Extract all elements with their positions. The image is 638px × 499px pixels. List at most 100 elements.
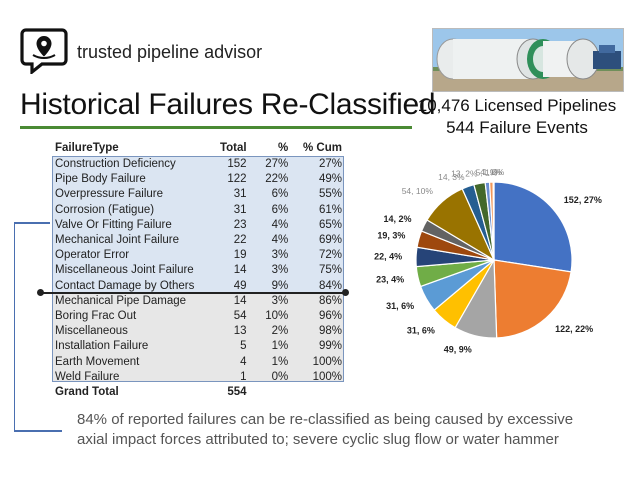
failure-type-cell: Operator Error [55, 249, 130, 262]
failure-type-cell: Earth Movement [55, 355, 140, 368]
summary-note: 84% of reported failures can be re-class… [77, 410, 617, 450]
pie-slice [493, 259, 572, 339]
reclassification-divider [40, 292, 346, 294]
total-cell: 49 [233, 279, 247, 292]
percent-cell: 1% [271, 355, 289, 368]
cum-percent-cell: 100% [312, 370, 342, 383]
title-underline [20, 126, 412, 129]
total-cell: 31 [233, 188, 247, 201]
cum-percent-cell: 86% [318, 294, 342, 307]
pie-data-label: 49, 9% [444, 344, 472, 354]
table-row: Mechanical Joint Failure 22 4% 69% [52, 233, 344, 248]
col-header-percent: % [278, 142, 289, 155]
total-cell: 31 [233, 203, 247, 216]
cum-percent-cell: 61% [318, 203, 342, 216]
percent-cell: 27% [265, 158, 289, 170]
table-row: Boring Frac Out 54 10% 96% [52, 309, 344, 324]
bracket-bottom-line [14, 430, 62, 432]
percent-cell: 6% [271, 203, 289, 216]
failure-type-cell: Construction Deficiency [55, 158, 176, 170]
pie-data-label: 54, 10% [402, 186, 434, 196]
pie-data-label: 13, 2% [451, 169, 478, 179]
table-header-row: FailureType Total % % Cum [52, 141, 344, 157]
pie-slice [492, 181, 495, 261]
cum-percent-cell: 99% [318, 340, 342, 353]
cum-percent-cell: 96% [318, 310, 342, 323]
cum-percent-cell: 100% [312, 355, 342, 368]
reclassified-highlight-band [52, 156, 344, 293]
total-cell: 1 [240, 370, 247, 383]
remaining-failures-band [52, 293, 344, 382]
table-row: Miscellaneous 13 2% 98% [52, 324, 344, 339]
failure-type-cell: Overpressure Failure [55, 188, 164, 201]
divider-right-dot [342, 289, 349, 296]
percent-cell: 22% [265, 173, 289, 186]
failure-table: FailureType Total % % Cum Construction D… [52, 141, 344, 400]
table-row: Operator Error 19 3% 72% [52, 248, 344, 263]
pie-data-label: 14, 3% [438, 172, 465, 182]
divider-left-dot [37, 289, 44, 296]
failure-events-stat: 544 Failure Events [446, 118, 588, 137]
bracket-top-line [14, 222, 50, 224]
percent-cell: 3% [271, 294, 289, 307]
col-header-cum-percent: % Cum [303, 142, 342, 155]
percent-cell: 9% [271, 279, 289, 292]
total-cell: 4 [240, 355, 247, 368]
failure-type-cell: Mechanical Pipe Damage [55, 294, 187, 307]
failure-type-cell: Corrosion (Fatigue) [55, 203, 155, 216]
total-cell: 14 [233, 264, 247, 277]
total-cell: 19 [233, 249, 247, 262]
cum-percent-cell: 75% [318, 264, 342, 277]
pie-data-label: 152, 27% [564, 195, 602, 205]
failure-type-cell: Boring Frac Out [55, 310, 137, 323]
slide-title: Historical Failures Re-Classified [20, 88, 436, 121]
grand-total-label: Grand Total [55, 386, 119, 399]
total-cell: 152 [227, 158, 247, 170]
table-row: Valve Or Fitting Failure 23 4% 65% [52, 218, 344, 233]
cum-percent-cell: 84% [318, 279, 342, 292]
table-row: Overpressure Failure 31 6% 55% [52, 187, 344, 202]
table-row: Weld Failure 1 0% 100% [52, 370, 344, 385]
percent-cell: 3% [271, 249, 289, 262]
percent-cell: 4% [271, 218, 289, 231]
pie-data-label: 14, 2% [383, 214, 411, 224]
total-cell: 23 [233, 218, 247, 231]
table-row: Pipe Body Failure 122 22% 49% [52, 172, 344, 187]
failure-type-cell: Valve Or Fitting Failure [55, 218, 172, 231]
total-cell: 13 [233, 325, 247, 338]
cum-percent-cell: 27% [318, 158, 342, 170]
table-row: Corrosion (Fatigue) 31 6% 61% [52, 203, 344, 218]
cum-percent-cell: 65% [318, 218, 342, 231]
percent-cell: 1% [271, 340, 289, 353]
failure-type-cell: Contact Damage by Others [55, 279, 195, 292]
table-row: Earth Movement 4 1% 100% [52, 355, 344, 370]
failure-type-table: FailureType Total % % Cum Construction D… [52, 141, 344, 400]
failure-pie-chart: 152, 27% 122, 22% 49, 9% 31, 6% 31, 6% 23, 4%… [374, 167, 602, 354]
failure-type-cell: Weld Failure [55, 370, 120, 383]
cum-percent-cell: 69% [318, 234, 342, 247]
pie-data-label: 23, 4% [376, 275, 404, 285]
percent-cell: 3% [271, 264, 289, 277]
table-row: Mechanical Pipe Damage 14 3% 86% [52, 294, 344, 309]
pie-data-label: 5, 1% [476, 167, 498, 177]
table-row: Installation Failure 5 1% 99% [52, 339, 344, 354]
map-pin-chat-logo-icon [20, 28, 68, 74]
pie-data-label: 122, 22% [555, 324, 593, 334]
cum-percent-cell: 49% [318, 173, 342, 186]
pie-data-label: 31, 6% [407, 326, 435, 336]
percent-cell: 6% [271, 188, 289, 201]
col-header-total: Total [219, 142, 247, 155]
summary-note-line-2: axial impact forces attributed to; sever… [77, 431, 559, 448]
percent-cell: 4% [271, 234, 289, 247]
bracket-line [14, 222, 35, 430]
total-cell: 5 [240, 340, 247, 353]
pie-data-label: 4, 1% [480, 167, 502, 177]
cum-percent-cell: 55% [318, 188, 342, 201]
percent-cell: 2% [271, 325, 289, 338]
failure-type-cell: Pipe Body Failure [55, 173, 146, 186]
grand-total-row: Grand Total 554 [52, 385, 344, 400]
brand-name: trusted pipeline advisor [77, 42, 263, 62]
failure-type-cell: Miscellaneous Joint Failure [55, 264, 194, 277]
pie-slice [493, 181, 573, 273]
pipe-reels-photo [432, 28, 624, 92]
